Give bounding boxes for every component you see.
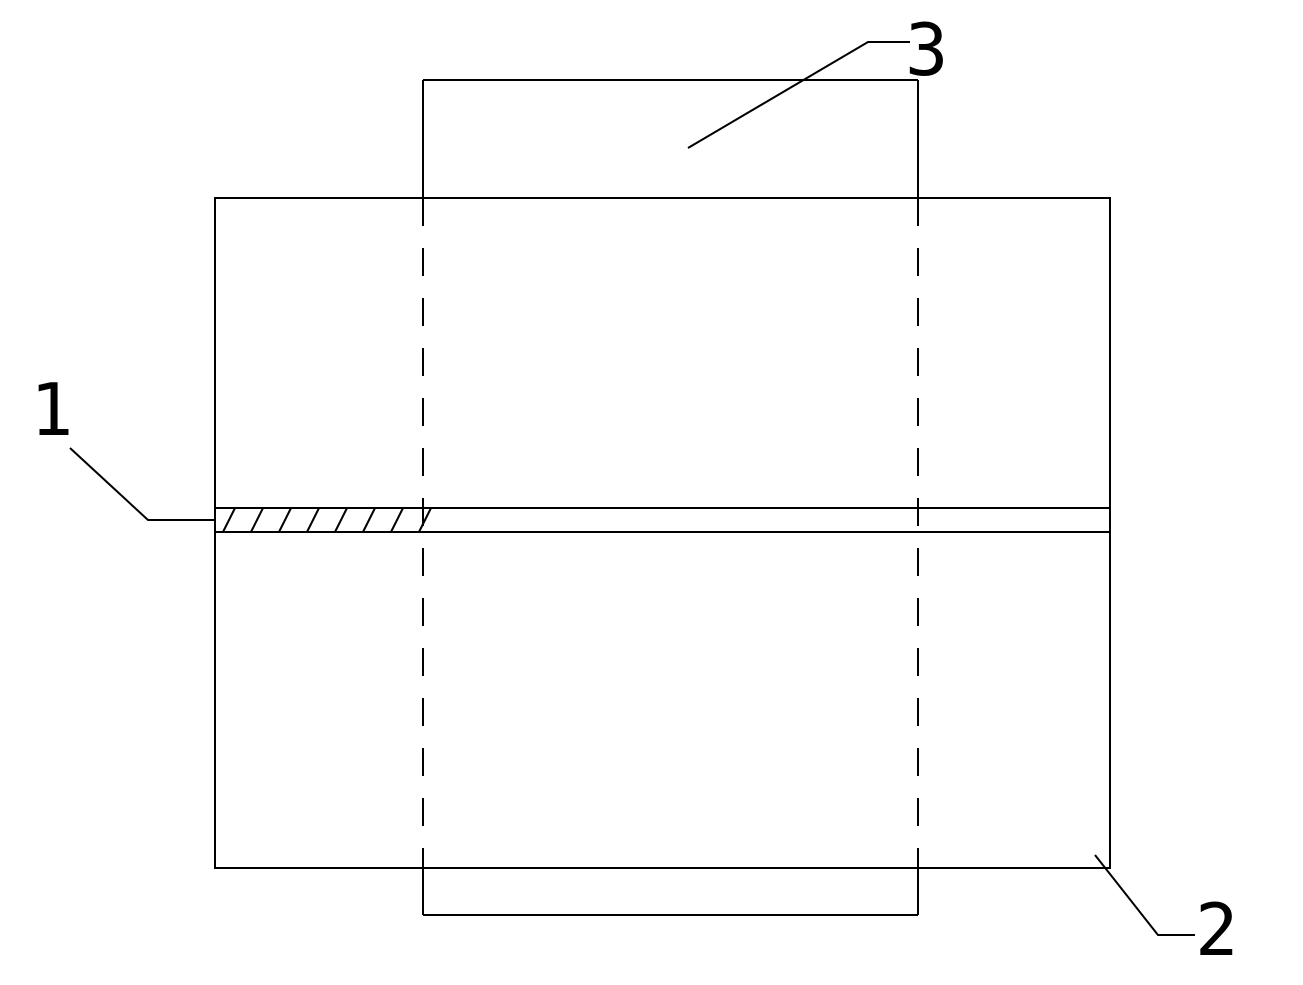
- label-3: 3: [905, 8, 948, 92]
- hatch-line: [419, 508, 431, 532]
- hatch-line: [363, 508, 375, 532]
- diagram-container: 1 2 3: [0, 0, 1303, 985]
- hatch-line: [279, 508, 291, 532]
- leader-3: [688, 42, 910, 148]
- hatch-line: [335, 508, 347, 532]
- label-1: 1: [30, 368, 73, 452]
- hatch-line: [223, 508, 235, 532]
- label-2: 2: [1195, 888, 1238, 972]
- hatch-line: [251, 508, 263, 532]
- technical-drawing: 1 2 3: [0, 0, 1303, 985]
- hatch-line: [391, 508, 403, 532]
- hatch-line: [307, 508, 319, 532]
- leader-1: [70, 448, 215, 520]
